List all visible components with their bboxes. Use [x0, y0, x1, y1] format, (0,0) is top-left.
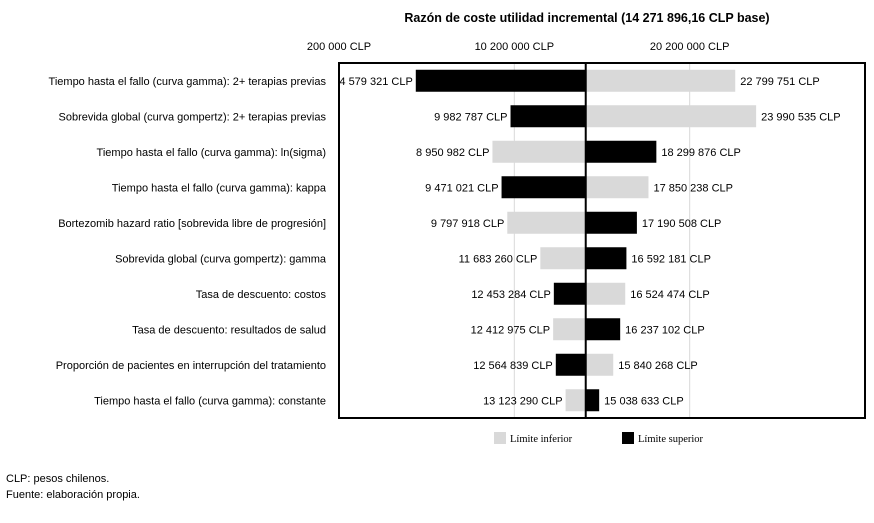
- bar-lower: [507, 211, 586, 234]
- bar-upper: [585, 318, 621, 341]
- bar-lower: [585, 282, 626, 305]
- legend: Límite inferior Límite superior: [494, 432, 704, 445]
- category-label: Sobrevida global (curva gompertz): gamma: [115, 253, 327, 265]
- footnote-abbreviation: CLP: pesos chilenos.: [6, 473, 110, 485]
- value-label-lower: 12 412 975 CLP: [471, 324, 551, 336]
- bar-upper: [585, 211, 637, 234]
- value-label-upper: 9 982 787 CLP: [434, 111, 507, 123]
- plot-frame: [338, 62, 866, 419]
- category-label: Tiempo hasta el fallo (curva gamma): kap…: [112, 182, 327, 194]
- bar-upper: [510, 105, 586, 128]
- bar-lower: [565, 389, 586, 412]
- footnotes: CLP: pesos chilenos. Fuente: elaboración…: [6, 471, 140, 503]
- x-tick-label: 200 000 CLP: [307, 41, 371, 53]
- category-label: Tasa de descuento: costos: [196, 289, 327, 301]
- x-tick-label: 10 200 000 CLP: [475, 41, 555, 53]
- value-label-upper: 16 592 181 CLP: [631, 253, 711, 265]
- bar-upper: [553, 282, 586, 305]
- category-label: Bortezomib hazard ratio [sobrevida libre…: [58, 218, 326, 230]
- value-label-lower: 9 797 918 CLP: [431, 218, 504, 230]
- x-axis-tick-labels: 200 000 CLP 10 200 000 CLP 20 200 000 CLP: [307, 41, 730, 53]
- bar-upper: [585, 389, 600, 412]
- category-label: Sobrevida global (curva gompertz): 2+ te…: [59, 111, 327, 123]
- bar-lower: [553, 318, 586, 341]
- bars: [415, 69, 757, 412]
- tornado-chart: Razón de coste utilidad incremental (14 …: [49, 11, 866, 445]
- value-label-lower: 8 950 982 CLP: [416, 147, 489, 159]
- value-label-upper: 16 237 102 CLP: [625, 324, 705, 336]
- value-label-lower: 22 799 751 CLP: [740, 76, 820, 88]
- bar-upper: [555, 353, 586, 376]
- category-label: Tiempo hasta el fallo (curva gamma): ln(…: [97, 147, 326, 159]
- category-label: Tasa de descuento: resultados de salud: [132, 324, 326, 336]
- bar-lower: [585, 176, 649, 199]
- x-tick-label: 20 200 000 CLP: [650, 41, 730, 53]
- value-label-upper: 18 299 876 CLP: [661, 147, 741, 159]
- legend-label-lower: Límite inferior: [510, 434, 573, 445]
- value-label-upper: 12 564 839 CLP: [473, 360, 553, 372]
- footnote-source: Fuente: elaboración propia.: [6, 489, 140, 501]
- category-label: Tiempo hasta el fallo (curva gamma): con…: [94, 395, 326, 407]
- legend-swatch-upper: [622, 432, 634, 444]
- value-label-lower: 11 683 260 CLP: [459, 253, 538, 265]
- category-labels: Tiempo hasta el fallo (curva gamma): 2+ …: [49, 76, 327, 408]
- bar-lower: [540, 247, 586, 270]
- value-label-upper: 15 038 633 CLP: [604, 395, 684, 407]
- bar-lower: [492, 140, 586, 163]
- chart-title: Razón de coste utilidad incremental (14 …: [404, 11, 769, 25]
- bar-upper: [501, 176, 586, 199]
- value-label-lower: 16 524 474 CLP: [630, 289, 710, 301]
- value-label-lower: 23 990 535 CLP: [761, 111, 841, 123]
- category-label: Tiempo hasta el fallo (curva gamma): 2+ …: [49, 76, 327, 88]
- bar-lower: [585, 353, 614, 376]
- bar-upper: [585, 247, 627, 270]
- value-labels: 22 799 751 CLP 4 579 321 CLP 23 990 535 CL…: [339, 76, 840, 408]
- legend-swatch-lower: [494, 432, 506, 444]
- category-label: Proporción de pacientes en interrupción …: [56, 360, 326, 372]
- legend-label-upper: Límite superior: [638, 434, 704, 445]
- value-label-lower: 13 123 290 CLP: [483, 395, 563, 407]
- value-label-lower: 17 850 238 CLP: [653, 182, 733, 194]
- value-label-upper: 17 190 508 CLP: [642, 218, 722, 230]
- bar-lower: [585, 105, 757, 128]
- value-label-lower: 15 840 268 CLP: [618, 360, 698, 372]
- value-label-upper: 12 453 284 CLP: [471, 289, 551, 301]
- value-label-upper: 9 471 021 CLP: [425, 182, 498, 194]
- bar-upper: [415, 69, 586, 92]
- bar-upper: [585, 140, 657, 163]
- value-label-upper: 4 579 321 CLP: [339, 76, 412, 88]
- bar-lower: [585, 69, 736, 92]
